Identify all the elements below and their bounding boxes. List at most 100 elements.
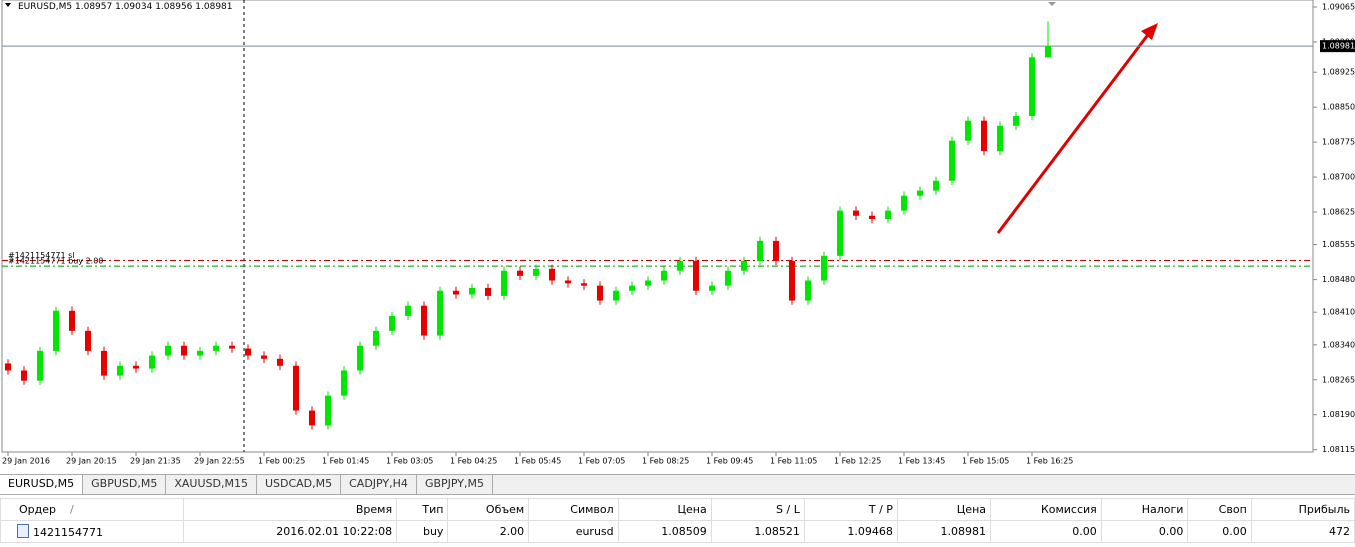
candle-body — [21, 370, 27, 381]
candle-body — [853, 210, 859, 216]
candle-body — [661, 270, 667, 281]
candle-body — [837, 210, 843, 256]
candle-body — [917, 190, 923, 196]
candle-body — [581, 283, 587, 286]
y-tick-label: 1.09065 — [1322, 2, 1355, 11]
header-cell: Цена — [617, 498, 712, 521]
candle-body — [293, 365, 299, 411]
tab[interactable]: GBPUSD,M5 — [83, 475, 167, 494]
header-text: S / L — [776, 503, 800, 516]
marker — [1048, 2, 1056, 6]
header-text: Символ — [570, 503, 614, 516]
candle-body — [805, 280, 811, 301]
y-tick-label: 1.08700 — [1322, 173, 1355, 182]
x-tick-label: 29 Jan 2016 — [2, 457, 50, 466]
candle-body — [325, 395, 331, 426]
header-text: Тип — [422, 503, 444, 516]
x-tick-label: 1 Feb 13:45 — [898, 457, 945, 466]
tab[interactable]: USDCAD,M5 — [257, 475, 342, 494]
candle-body — [597, 285, 603, 301]
candle-body — [437, 290, 443, 336]
header-cell: Прибыль — [1250, 498, 1355, 521]
cell: 0.00 — [1100, 520, 1189, 543]
candle-body — [165, 345, 171, 356]
header-cell: S / L — [710, 498, 805, 521]
candle-body — [1029, 57, 1035, 117]
cell-text: eurusd — [575, 525, 614, 538]
candle-body — [1045, 46, 1051, 58]
candle-body — [277, 358, 283, 366]
candle-body — [517, 270, 523, 276]
cell: 0.00 — [1187, 520, 1252, 543]
candle-body — [901, 195, 907, 211]
plot: 1.090651.089901.089251.088501.087751.087… — [2, 2, 1355, 466]
header-cell: Время — [182, 498, 398, 521]
order-level-label: #1421154771 buy 2.00 — [8, 257, 103, 266]
tab[interactable]: XAUUSD,M15 — [166, 475, 257, 494]
candle-body — [261, 355, 267, 359]
cell-text: 2.00 — [499, 525, 525, 538]
candle-body — [757, 240, 763, 261]
cell: 1.08981 — [896, 520, 992, 543]
x-tick-label: 1 Feb 16:25 — [1026, 457, 1073, 466]
candle-body — [613, 290, 619, 301]
header-cell: Символ — [528, 498, 619, 521]
x-tick-label: 1 Feb 04:25 — [450, 457, 497, 466]
order-level-label: #1421154771 sl — [8, 251, 75, 260]
candle-body — [117, 365, 123, 376]
cell: 1421154771 — [0, 520, 184, 543]
y-tick-label: 1.08625 — [1322, 208, 1355, 217]
candle-body — [133, 365, 139, 369]
plot-frame — [1, 0, 1314, 453]
header-cell: Комиссия — [990, 498, 1102, 521]
candle-body — [645, 280, 651, 286]
x-tick-label: 1 Feb 01:45 — [322, 457, 369, 466]
header-text: Ордер — [19, 503, 56, 516]
cell: 1.08509 — [617, 520, 712, 543]
chart-header: EURUSD,M5 1.08957 1.09034 1.08956 1.0898… — [18, 2, 233, 12]
y-tick-label: 1.08410 — [1322, 308, 1355, 317]
candle-body — [677, 260, 683, 271]
cell: 2016.02.01 10:22:08 — [182, 520, 398, 543]
annotation-arrowhead — [1141, 23, 1158, 40]
header-cell: Цена — [896, 498, 992, 521]
tab[interactable]: GBPJPY,M5 — [417, 475, 493, 494]
tab[interactable]: CADJPY,H4 — [341, 475, 417, 494]
open: 1.08957 — [75, 2, 112, 12]
table-body: 1421154771 2016.02.01 10:22:08 buy 2.00 euru… — [0, 520, 1355, 543]
candle-body — [533, 268, 539, 276]
candle-body — [709, 285, 715, 291]
current-price-label: 1.08981 — [1322, 42, 1355, 51]
candle-body — [821, 255, 827, 281]
candle-body — [997, 125, 1003, 151]
candle-body — [885, 210, 891, 220]
cell-text: 0.00 — [1158, 525, 1184, 538]
orders-table: Ордер / Время Тип Объем Символ Цена S / L T / P Ц… — [0, 498, 1355, 543]
annotation-arrow — [996, 31, 1152, 234]
y-tick-label: 1.08115 — [1322, 445, 1355, 454]
order-icon — [17, 524, 29, 538]
candle-body — [501, 270, 507, 296]
y-tick-label: 1.08775 — [1322, 138, 1355, 147]
y-tick-label: 1.08555 — [1322, 240, 1355, 249]
sort-indicator: / — [70, 503, 74, 516]
tab[interactable]: EURUSD,M5 — [0, 475, 84, 494]
cell: 2.00 — [447, 520, 530, 543]
cell-text: 1.08509 — [661, 525, 707, 538]
candle-body — [213, 345, 219, 351]
cell: 1.09468 — [803, 520, 898, 543]
header-text: Время — [355, 503, 393, 516]
chart: EURUSD,M5 1.08957 1.09034 1.08956 1.0898… — [1, 0, 1355, 466]
header-row: Ордер / Время Тип Объем Символ Цена S / L T / P Ц… — [0, 498, 1355, 521]
candle-body — [949, 140, 955, 181]
header-cell: Ордер / — [0, 498, 184, 521]
cell: 0.00 — [990, 520, 1102, 543]
candle-body — [485, 287, 491, 296]
header-text: Цена — [956, 503, 987, 516]
x-tick-label: 1 Feb 05:45 — [514, 457, 561, 466]
x-tick-label: 1 Feb 11:05 — [770, 457, 817, 466]
header-text: T / P — [868, 503, 893, 516]
candle-body — [149, 355, 155, 369]
cell: eurusd — [528, 520, 619, 543]
